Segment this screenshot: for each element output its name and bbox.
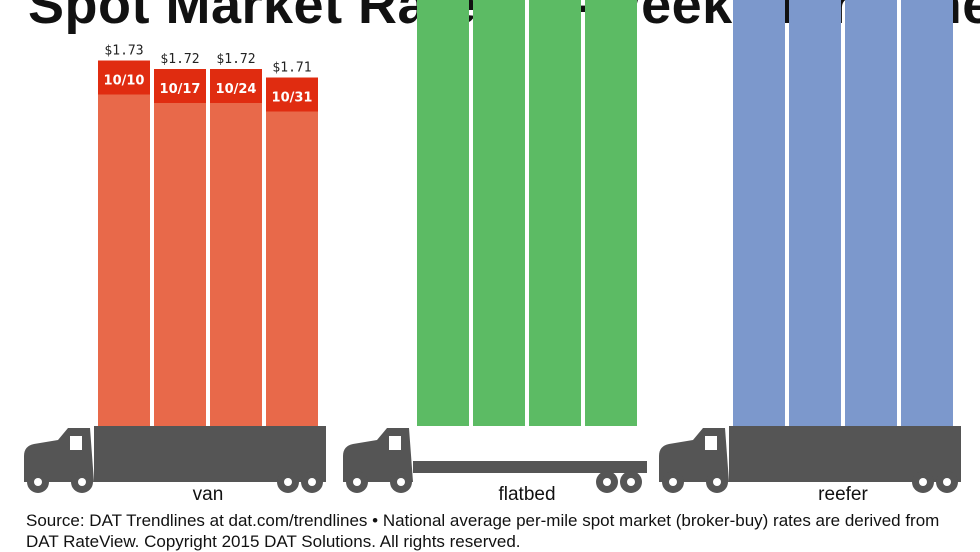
flatbed-trailer-deck [413, 461, 647, 473]
van-bar-header [98, 60, 150, 95]
reefer-bar [733, 0, 785, 426]
van-truck-window [70, 436, 82, 450]
reefer-wheel-hub [943, 478, 951, 486]
van-value-label: $1.72 [216, 52, 255, 67]
reefer-wheel-hub [669, 478, 677, 486]
reefer-bar [845, 0, 897, 426]
van-bar [154, 69, 206, 426]
reefer-truck-window [705, 436, 717, 450]
van-wheel-hub [78, 478, 86, 486]
flatbed-truck-window [389, 436, 401, 450]
van-week-label: 10/10 [104, 74, 145, 89]
trendline-chart: 10/10 $1.73 10/17 $1.72 10/24 $1.72 10/31 $1.71… [24, 0, 961, 505]
reefer-bar [901, 0, 953, 426]
flatbed-group-label: flatbed [498, 484, 555, 505]
van-bar-header [210, 69, 262, 103]
van-week-label: 10/24 [216, 82, 257, 97]
reefer-group-label: reefer [818, 484, 868, 505]
source-note: Source: DAT Trendlines at dat.com/trendl… [26, 511, 940, 551]
van-week-label: 10/17 [160, 82, 201, 97]
van-value-label: $1.73 [104, 44, 143, 59]
reefer-wheel-hub [919, 478, 927, 486]
van-value-label: $1.71 [272, 61, 311, 76]
flatbed-bar [473, 0, 525, 426]
flatbed-wheel-hub [603, 478, 611, 486]
van-bar-header [154, 69, 206, 103]
flatbed-bar [417, 0, 469, 426]
van-wheel-hub [284, 478, 292, 486]
flatbed-bar [529, 0, 581, 426]
van-bar [98, 60, 150, 426]
flatbed-wheel-hub [627, 478, 635, 486]
flatbed-wheel-hub [397, 478, 405, 486]
flatbed-wheel-hub [353, 478, 361, 486]
flatbed-bar [585, 0, 637, 426]
van-wheel-hub [34, 478, 42, 486]
van-bar [266, 77, 318, 426]
van-week-label: 10/31 [272, 91, 313, 106]
reefer-wheel-hub [713, 478, 721, 486]
van-wheel-hub [308, 478, 316, 486]
van-value-label: $1.72 [160, 52, 199, 67]
van-bar [210, 69, 262, 426]
van-bar-header [266, 77, 318, 112]
van-group-label: van [193, 484, 224, 505]
reefer-bar [789, 0, 841, 426]
